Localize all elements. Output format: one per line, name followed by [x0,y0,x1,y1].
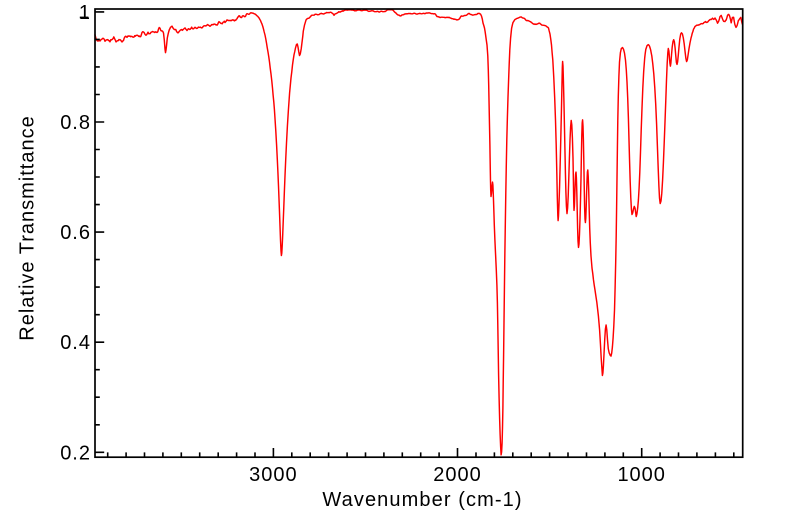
svg-text:0.6: 0.6 [60,222,91,244]
svg-text:0.2: 0.2 [60,442,91,464]
svg-text:3000: 3000 [249,464,298,486]
svg-text:2000: 2000 [433,464,482,486]
svg-text:1000: 1000 [617,464,666,486]
svg-text:0.8: 0.8 [60,112,91,134]
svg-text:0.4: 0.4 [60,332,91,354]
svg-text:Relative Transmittance: Relative Transmittance [17,115,39,340]
svg-text:Wavenumber (cm-1): Wavenumber (cm-1) [322,489,522,511]
svg-text:1: 1 [79,2,91,24]
